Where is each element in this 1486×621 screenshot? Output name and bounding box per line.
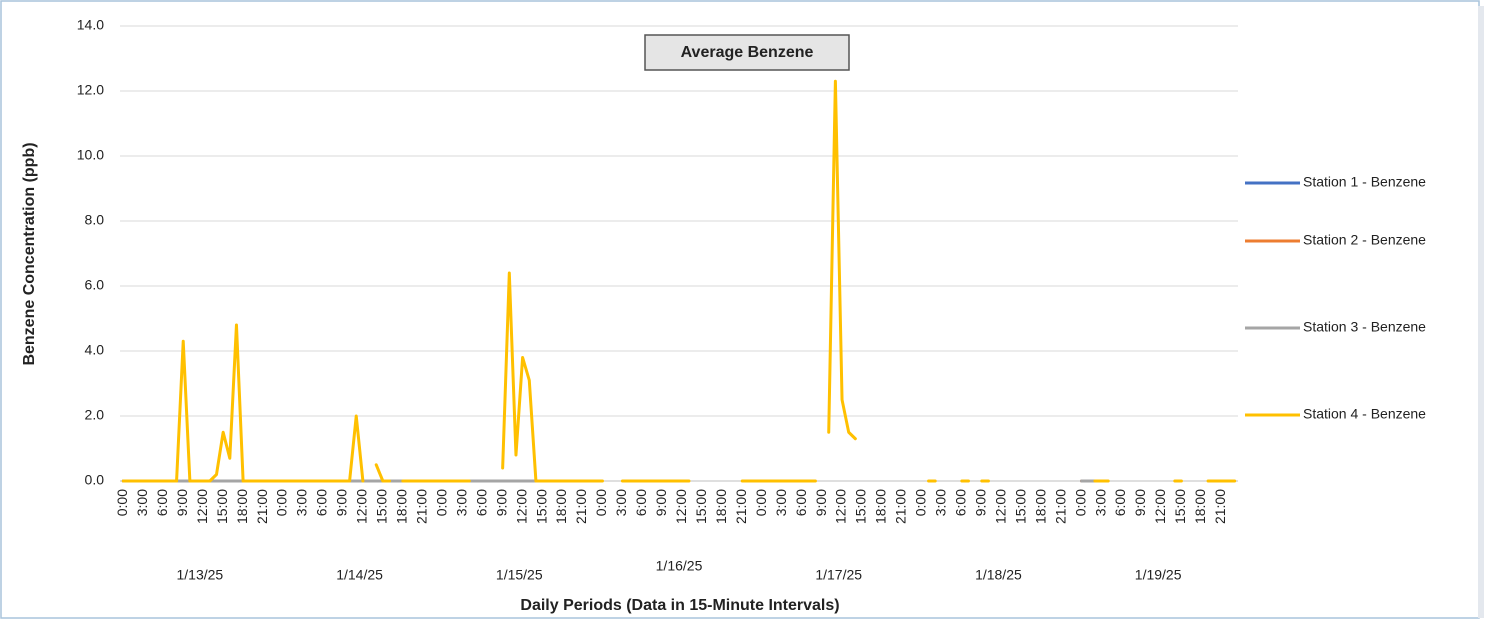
y-tick-label: 8.0 <box>85 212 105 228</box>
x-tick-label: 18:00 <box>553 489 569 524</box>
x-tick-label: 18:00 <box>873 489 889 524</box>
x-tick-label: 12:00 <box>354 489 370 524</box>
date-label: 1/13/25 <box>176 567 223 583</box>
x-tick-label: 15:00 <box>853 489 869 524</box>
x-tick-label: 21:00 <box>893 489 909 524</box>
x-tick-label: 3:00 <box>294 489 310 516</box>
date-label: 1/14/25 <box>336 567 383 583</box>
x-tick-label: 6:00 <box>953 489 969 516</box>
x-tick-label: 15:00 <box>533 489 549 524</box>
date-label: 1/19/25 <box>1135 567 1182 583</box>
x-tick-label: 15:00 <box>693 489 709 524</box>
y-tick-label: 10.0 <box>77 147 104 163</box>
y-tick-label: 6.0 <box>85 277 105 293</box>
x-tick-label: 9:00 <box>493 489 509 516</box>
x-tick-label: 9:00 <box>972 489 988 516</box>
y-axis-title: Benzene Concentration (ppb) <box>21 142 38 365</box>
x-tick-label: 0:00 <box>593 489 609 516</box>
x-tick-label: 18:00 <box>234 489 250 524</box>
x-tick-label: 6:00 <box>154 489 170 516</box>
x-tick-label: 9:00 <box>653 489 669 516</box>
x-tick-label: 9:00 <box>334 489 350 516</box>
x-tick-label: 3:00 <box>453 489 469 516</box>
x-tick-label: 18:00 <box>394 489 410 524</box>
x-tick-label: 0:00 <box>1072 489 1088 516</box>
x-tick-label: 18:00 <box>713 489 729 524</box>
x-tick-label: 18:00 <box>1192 489 1208 524</box>
x-tick-label: 3:00 <box>933 489 949 516</box>
x-tick-label: 6:00 <box>633 489 649 516</box>
x-tick-label: 3:00 <box>613 489 629 516</box>
x-tick-label: 9:00 <box>174 489 190 516</box>
x-tick-label: 18:00 <box>1032 489 1048 524</box>
x-tick-label: 21:00 <box>733 489 749 524</box>
date-label: 1/18/25 <box>975 567 1022 583</box>
x-tick-label: 0:00 <box>913 489 929 516</box>
x-tick-label: 6:00 <box>1112 489 1128 516</box>
x-tick-label: 21:00 <box>573 489 589 524</box>
x-tick-label: 3:00 <box>134 489 150 516</box>
legend-label: Station 1 - Benzene <box>1303 174 1426 190</box>
x-tick-label: 15:00 <box>214 489 230 524</box>
x-tick-label: 21:00 <box>254 489 270 524</box>
x-tick-label: 12:00 <box>513 489 529 524</box>
y-tick-label: 14.0 <box>77 17 104 33</box>
legend-label: Station 3 - Benzene <box>1303 319 1426 335</box>
x-tick-label: 0:00 <box>753 489 769 516</box>
date-label: 1/15/25 <box>496 567 543 583</box>
x-tick-label: 21:00 <box>1052 489 1068 524</box>
x-tick-label: 9:00 <box>813 489 829 516</box>
x-axis-title: Daily Periods (Data in 15-Minute Interva… <box>520 597 839 614</box>
x-tick-label: 12:00 <box>992 489 1008 524</box>
title-box <box>644 34 850 71</box>
x-tick-label: 12:00 <box>833 489 849 524</box>
date-label: 1/17/25 <box>815 567 862 583</box>
x-tick-label: 6:00 <box>793 489 809 516</box>
x-tick-label: 12:00 <box>1152 489 1168 524</box>
x-tick-label: 15:00 <box>1172 489 1188 524</box>
x-tick-label: 15:00 <box>374 489 390 524</box>
x-tick-label: 0:00 <box>433 489 449 516</box>
x-tick-label: 9:00 <box>1132 489 1148 516</box>
x-tick-label: 6:00 <box>473 489 489 516</box>
series-line <box>121 79 1237 483</box>
y-tick-label: 2.0 <box>85 407 105 423</box>
x-tick-label: 12:00 <box>194 489 210 524</box>
y-tick-label: 12.0 <box>77 82 104 98</box>
x-tick-label: 21:00 <box>1212 489 1228 524</box>
x-tick-label: 15:00 <box>1012 489 1028 524</box>
x-tick-label: 3:00 <box>773 489 789 516</box>
x-tick-label: 6:00 <box>314 489 330 516</box>
y-tick-label: 0.0 <box>85 472 105 488</box>
y-tick-label: 4.0 <box>85 342 105 358</box>
x-tick-label: 0:00 <box>274 489 290 516</box>
frame-shadow <box>1478 6 1484 618</box>
x-tick-label: 21:00 <box>413 489 429 524</box>
x-tick-label: 3:00 <box>1092 489 1108 516</box>
chart-title: Average Benzene <box>681 44 814 61</box>
x-tick-label: 0:00 <box>114 489 130 516</box>
legend-label: Station 2 - Benzene <box>1303 232 1426 248</box>
x-tick-label: 12:00 <box>673 489 689 524</box>
legend-label: Station 4 - Benzene <box>1303 406 1426 422</box>
date-label: 1/16/25 <box>656 558 703 574</box>
